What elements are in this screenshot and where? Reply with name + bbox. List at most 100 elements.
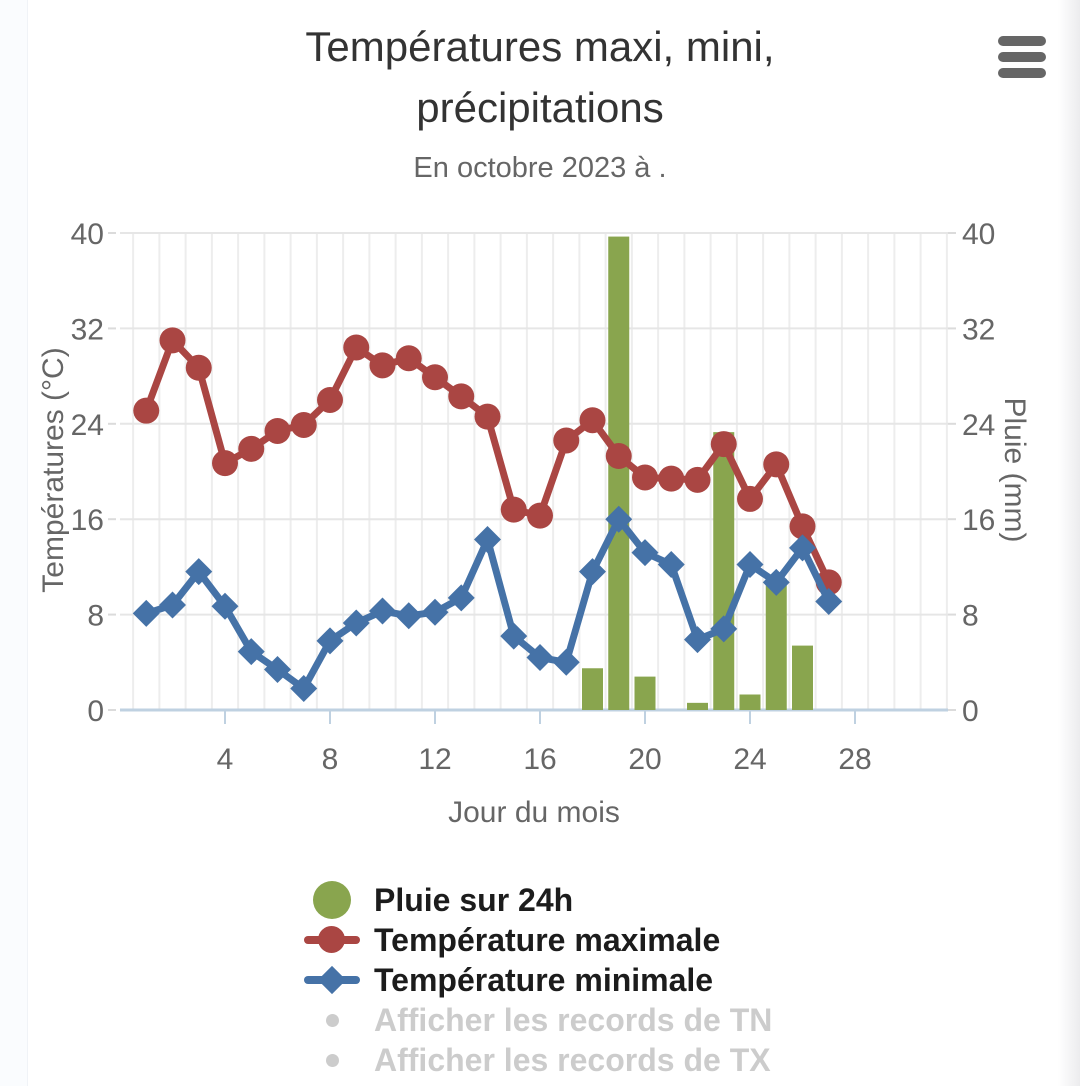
tmax-legend-iconwrap <box>292 920 372 960</box>
rain-series-icon <box>313 881 351 919</box>
tmin-point[interactable] <box>500 622 528 650</box>
y-axis-label-right: 40 <box>962 218 995 251</box>
tmax-point[interactable] <box>290 411 317 438</box>
tmin-point[interactable] <box>631 539 659 567</box>
y-axis-label-left: 40 <box>71 218 104 251</box>
tmin-point[interactable] <box>290 675 318 703</box>
tmin-point[interactable] <box>789 534 816 562</box>
tmax-point[interactable] <box>684 466 711 493</box>
y-axis-label-right: 24 <box>962 409 995 442</box>
chart-subtitle: En octobre 2023 à . <box>413 152 667 184</box>
tmin-point[interactable] <box>421 598 449 626</box>
tmax-point[interactable] <box>737 485 763 512</box>
x-axis-label: 20 <box>628 743 661 776</box>
tmax-point[interactable] <box>500 496 527 523</box>
tmin-point[interactable] <box>264 655 291 683</box>
chart-plot[interactable]: 0 0 8 8 16 16 24 24 32 32 40 40 4 8 12 16 20 24 28 <box>0 0 1080 860</box>
x-axis-label: 16 <box>523 743 556 776</box>
legend-item-records-tx[interactable]: Afficher les records de TX <box>292 1040 772 1080</box>
tmax-point[interactable] <box>238 435 265 462</box>
y-axis-label-left: 16 <box>71 504 104 537</box>
menu-button[interactable] <box>998 36 1046 78</box>
rain-bar[interactable] <box>634 676 656 710</box>
rain-bar[interactable] <box>765 578 787 710</box>
tmax-point[interactable] <box>212 450 238 477</box>
legend-item-rain[interactable]: Pluie sur 24h <box>292 880 772 920</box>
rain-bar[interactable] <box>739 694 761 710</box>
tmin-point[interactable] <box>657 551 685 579</box>
y-axis-label-right: 0 <box>962 695 979 728</box>
legend-item-records-tn[interactable]: Afficher les records de TN <box>292 1000 772 1040</box>
tmax-point[interactable] <box>264 417 291 444</box>
tmin-point[interactable] <box>710 615 738 643</box>
tmin-point[interactable] <box>526 644 554 672</box>
tmin-point[interactable] <box>316 627 344 655</box>
tmin-point[interactable] <box>342 609 370 637</box>
tmin-point[interactable] <box>736 551 764 579</box>
tmin-marker-icon <box>317 965 347 995</box>
tmax-point[interactable] <box>605 442 632 469</box>
y-axis-title-right: Pluie (mm) <box>998 397 1031 543</box>
tmin-point[interactable] <box>579 558 606 586</box>
x-axis-label: 8 <box>322 743 339 776</box>
records-tx-iconwrap <box>292 1040 372 1080</box>
tmax-point[interactable] <box>422 364 448 391</box>
tmin-point[interactable] <box>605 505 633 533</box>
tmin-point[interactable] <box>237 638 265 666</box>
tmin-point[interactable] <box>369 597 396 625</box>
tmax-point[interactable] <box>553 427 580 454</box>
tmax-point[interactable] <box>448 383 475 410</box>
legend-label-records-tx: Afficher les records de TX <box>374 1041 771 1078</box>
tmin-point[interactable] <box>132 599 160 627</box>
y-axis-label-left: 24 <box>71 409 104 442</box>
tmin-point[interactable] <box>159 591 186 619</box>
tmin-point[interactable] <box>185 558 213 586</box>
tmin-point[interactable] <box>684 626 711 654</box>
tmax-point[interactable] <box>527 502 553 529</box>
tmin-point[interactable] <box>395 602 423 630</box>
tmin-point[interactable] <box>447 584 475 612</box>
x-axis-title: Jour du mois <box>448 796 620 829</box>
bullet-icon <box>325 1053 339 1067</box>
tmin-point[interactable] <box>762 568 790 596</box>
tmax-point[interactable] <box>317 386 343 413</box>
tmax-point[interactable] <box>632 464 658 491</box>
legend-label-tmin: Température minimale <box>374 961 714 998</box>
rain-bar[interactable] <box>687 702 708 710</box>
x-axis-label: 12 <box>418 743 451 776</box>
legend-item-tmax[interactable]: Température maximale <box>292 920 772 960</box>
tmin-point[interactable] <box>211 592 239 620</box>
y-axis-label-left: 0 <box>87 695 104 728</box>
y-axis-label-right: 32 <box>962 313 995 346</box>
tmax-point[interactable] <box>395 345 422 372</box>
records-tn-iconwrap <box>292 1000 372 1040</box>
tmax-point[interactable] <box>658 465 685 492</box>
y-axis-title-left: Températures (°C) <box>37 347 70 593</box>
tmax-point[interactable] <box>710 431 737 458</box>
bullet-icon <box>325 1013 339 1027</box>
rain-bar[interactable] <box>582 668 603 710</box>
page-left-edge <box>0 0 28 1086</box>
legend-item-tmin[interactable]: Température minimale <box>292 960 772 1000</box>
tmax-point[interactable] <box>343 334 370 361</box>
rain-bar[interactable] <box>608 236 630 710</box>
tmax-point[interactable] <box>185 354 212 381</box>
tmax-point[interactable] <box>159 327 186 354</box>
page-title: Températures maxi, mini, précipitations <box>305 23 775 131</box>
tmin-point[interactable] <box>552 648 580 676</box>
tmax-point[interactable] <box>369 352 396 379</box>
tmax-point[interactable] <box>763 451 790 478</box>
tmin-point[interactable] <box>815 587 843 615</box>
rain-bar[interactable] <box>792 645 813 710</box>
x-axis-label: 4 <box>217 743 234 776</box>
legend: Pluie sur 24h Température maximale Tempé… <box>292 880 772 1080</box>
tmax-point[interactable] <box>579 407 606 434</box>
rain-bar[interactable] <box>713 432 735 710</box>
tmax-point[interactable] <box>789 513 816 540</box>
tmax-point[interactable] <box>474 403 501 430</box>
y-axis-label-left: 8 <box>87 600 104 633</box>
tmin-point[interactable] <box>474 525 501 553</box>
y-axis-label-right: 8 <box>962 600 979 633</box>
tmax-point[interactable] <box>133 397 160 424</box>
page-right-edge <box>1058 0 1080 1086</box>
